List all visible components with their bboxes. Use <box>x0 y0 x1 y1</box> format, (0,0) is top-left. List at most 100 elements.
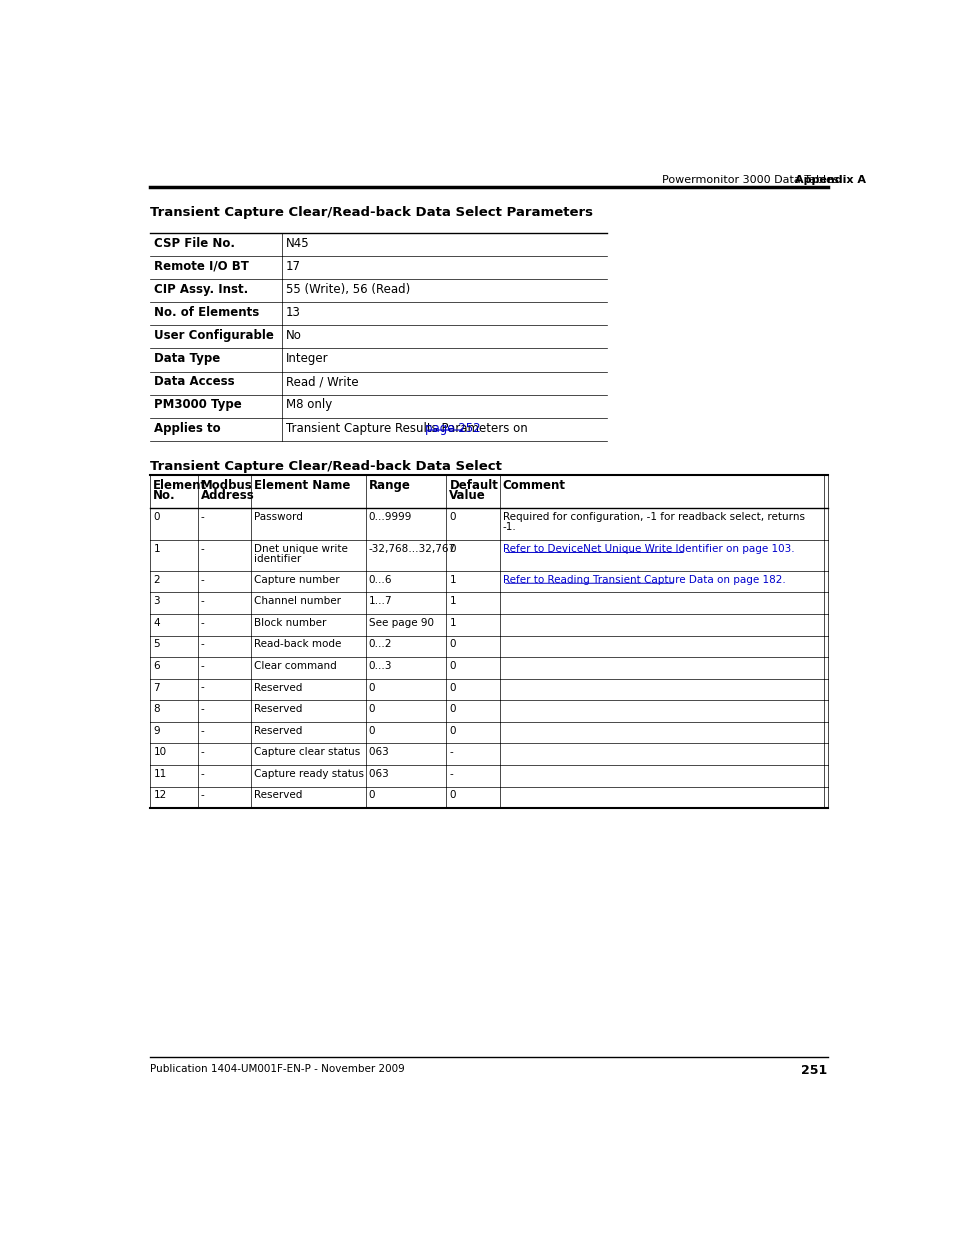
Text: CSP File No.: CSP File No. <box>154 237 234 249</box>
Text: Element Name: Element Name <box>253 479 350 493</box>
Text: Capture number: Capture number <box>253 574 339 585</box>
Text: Powermonitor 3000 Data Tables: Powermonitor 3000 Data Tables <box>661 175 838 185</box>
Text: See page 90: See page 90 <box>369 618 434 627</box>
Text: 0⁣63: 0⁣63 <box>369 769 388 779</box>
Text: 3: 3 <box>153 597 160 606</box>
Text: 0…3: 0…3 <box>369 661 392 671</box>
Text: Reserved: Reserved <box>253 726 302 736</box>
Text: 2: 2 <box>153 574 160 585</box>
Text: N45: N45 <box>286 237 309 249</box>
Text: Reserved: Reserved <box>253 704 302 714</box>
Text: PM3000 Type: PM3000 Type <box>154 399 242 411</box>
Text: Data Access: Data Access <box>154 375 234 388</box>
Text: Refer to Reading Transient Capture Data on page 182.: Refer to Reading Transient Capture Data … <box>502 574 785 585</box>
Text: -: - <box>200 543 204 555</box>
Text: Read-back mode: Read-back mode <box>253 640 341 650</box>
Text: Data Type: Data Type <box>154 352 220 366</box>
Text: Clear command: Clear command <box>253 661 336 671</box>
Text: 1: 1 <box>449 574 456 585</box>
Text: Capture ready status: Capture ready status <box>253 769 364 779</box>
Text: -: - <box>200 661 204 671</box>
Text: identifier: identifier <box>253 555 301 564</box>
Text: 0: 0 <box>369 726 375 736</box>
Text: -: - <box>200 574 204 585</box>
Text: 6: 6 <box>153 661 160 671</box>
Text: Remote I/O BT: Remote I/O BT <box>154 259 249 273</box>
Text: Value: Value <box>449 489 486 503</box>
Text: 0: 0 <box>449 726 456 736</box>
Text: -: - <box>200 726 204 736</box>
Text: 55 (Write), 56 (Read): 55 (Write), 56 (Read) <box>286 283 410 296</box>
Text: -: - <box>200 597 204 606</box>
Text: -1.: -1. <box>502 521 517 531</box>
Text: 0: 0 <box>449 683 456 693</box>
Text: 0…6: 0…6 <box>369 574 392 585</box>
Text: 1: 1 <box>153 543 160 555</box>
Text: page 252: page 252 <box>425 421 480 435</box>
Text: 0: 0 <box>449 790 456 800</box>
Text: Modbus: Modbus <box>200 479 253 493</box>
Text: 0…2: 0…2 <box>369 640 392 650</box>
Text: Applies to: Applies to <box>154 421 220 435</box>
Text: M8 only: M8 only <box>286 399 332 411</box>
Text: 0: 0 <box>449 543 456 555</box>
Text: 1…7: 1…7 <box>369 597 392 606</box>
Text: 0: 0 <box>153 511 160 521</box>
Text: -: - <box>200 640 204 650</box>
Text: 10: 10 <box>153 747 167 757</box>
Text: 9: 9 <box>153 726 160 736</box>
Text: Appendix A: Appendix A <box>794 175 865 185</box>
Text: 0: 0 <box>449 511 456 521</box>
Text: Transient Capture Results Parameters on: Transient Capture Results Parameters on <box>286 421 531 435</box>
Text: User Configurable: User Configurable <box>154 330 274 342</box>
Text: -: - <box>200 790 204 800</box>
Text: Transient Capture Clear/Read-back Data Select: Transient Capture Clear/Read-back Data S… <box>150 461 501 473</box>
Text: Address: Address <box>200 489 254 503</box>
Text: Integer: Integer <box>286 352 328 366</box>
Text: Transient Capture Clear/Read-back Data Select Parameters: Transient Capture Clear/Read-back Data S… <box>150 206 593 219</box>
Text: -: - <box>200 704 204 714</box>
Text: Refer to DeviceNet Unique Write Identifier on page 103.: Refer to DeviceNet Unique Write Identifi… <box>502 543 794 555</box>
Text: CIP Assy. Inst.: CIP Assy. Inst. <box>154 283 248 296</box>
Text: 0: 0 <box>369 683 375 693</box>
Text: 1: 1 <box>449 618 456 627</box>
Text: Block number: Block number <box>253 618 326 627</box>
Text: 4: 4 <box>153 618 160 627</box>
Text: Capture clear status: Capture clear status <box>253 747 360 757</box>
Text: No. of Elements: No. of Elements <box>154 306 259 319</box>
Text: 0…9999: 0…9999 <box>369 511 412 521</box>
Text: -: - <box>449 769 453 779</box>
Text: 0: 0 <box>449 704 456 714</box>
Text: Element: Element <box>153 479 207 493</box>
Text: Range: Range <box>369 479 410 493</box>
Text: Required for configuration, -1 for readback select, returns: Required for configuration, -1 for readb… <box>502 511 804 521</box>
Text: Comment: Comment <box>502 479 565 493</box>
Text: 17: 17 <box>286 259 300 273</box>
Text: Password: Password <box>253 511 303 521</box>
Text: Publication 1404-UM001F-EN-P - November 2009: Publication 1404-UM001F-EN-P - November … <box>150 1065 405 1074</box>
Text: -: - <box>200 618 204 627</box>
Text: -: - <box>200 769 204 779</box>
Text: 5: 5 <box>153 640 160 650</box>
Text: No: No <box>286 330 301 342</box>
Text: -32,768…32,767: -32,768…32,767 <box>369 543 456 555</box>
Text: 0: 0 <box>369 704 375 714</box>
Text: -: - <box>200 511 204 521</box>
Text: 13: 13 <box>286 306 300 319</box>
Text: 8: 8 <box>153 704 160 714</box>
Text: Reserved: Reserved <box>253 790 302 800</box>
Text: 251: 251 <box>801 1065 827 1077</box>
Text: 0⁣63: 0⁣63 <box>369 747 388 757</box>
Text: -: - <box>200 747 204 757</box>
Text: -: - <box>449 747 453 757</box>
Text: Default: Default <box>449 479 497 493</box>
Text: 1: 1 <box>449 597 456 606</box>
Text: 11: 11 <box>153 769 167 779</box>
Text: Channel number: Channel number <box>253 597 341 606</box>
Text: 0: 0 <box>449 661 456 671</box>
Text: -: - <box>200 683 204 693</box>
Text: Read / Write: Read / Write <box>286 375 358 388</box>
Text: 12: 12 <box>153 790 167 800</box>
Text: 7: 7 <box>153 683 160 693</box>
Text: 0: 0 <box>369 790 375 800</box>
